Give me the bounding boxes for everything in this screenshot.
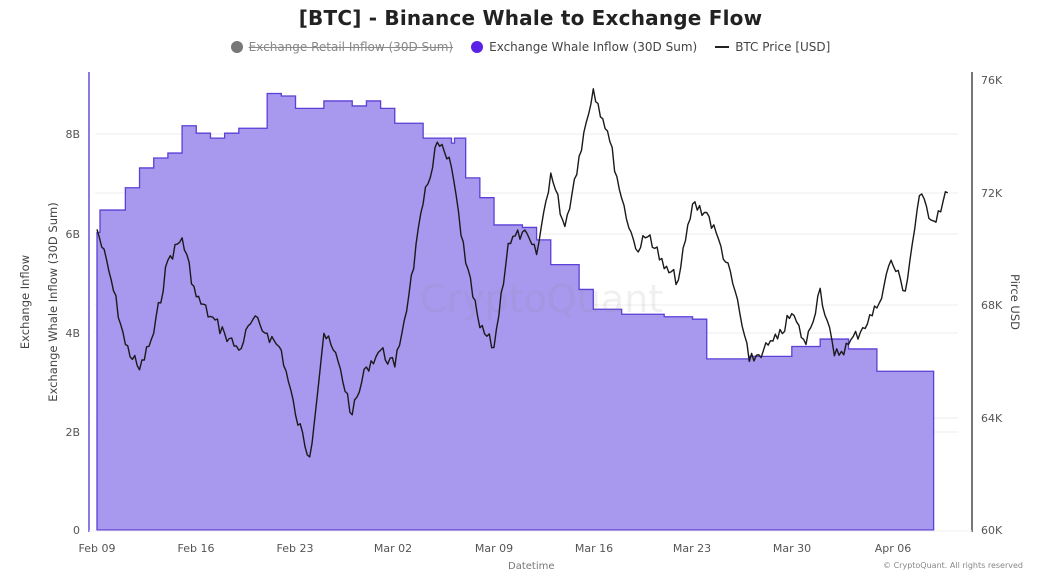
left-tick: 4B xyxy=(65,327,80,340)
x-tick: Feb 09 xyxy=(79,542,116,555)
watermark: CryptoQuant xyxy=(420,277,663,321)
x-tick: Mar 02 xyxy=(374,542,412,555)
left-tick: 6B xyxy=(65,228,80,241)
right-tick: 64K xyxy=(981,412,1003,425)
right-tick: 60K xyxy=(981,524,1003,537)
legend: Exchange Retail Inflow (30D Sum) Exchang… xyxy=(0,40,1061,54)
legend-item-whale-inflow[interactable]: Exchange Whale Inflow (30D Sum) xyxy=(471,40,697,54)
btc-price-line xyxy=(96,88,949,458)
chart-title: [BTC] - Binance Whale to Exchange Flow xyxy=(298,6,763,30)
x-tick: Feb 16 xyxy=(178,542,215,555)
legend-label: Exchange Retail Inflow (30D Sum) xyxy=(248,40,454,54)
x-axis-ticks: Feb 09 Feb 16 Feb 23 Mar 02 Mar 09 Mar 1… xyxy=(79,542,912,555)
x-tick: Mar 16 xyxy=(575,542,613,555)
right-axis-ticks: 60K 64K 68K 72K 76K xyxy=(981,74,1003,537)
legend-label: Exchange Whale Inflow (30D Sum) xyxy=(489,40,698,54)
legend-line-icon xyxy=(715,46,730,48)
left-axis-ticks: 0 2B 4B 6B 8B xyxy=(65,128,80,537)
legend-label: BTC Price [USD] xyxy=(735,40,831,54)
left-axis-title-outer: Exchange Inflow xyxy=(18,255,32,349)
right-tick: 72K xyxy=(981,187,1003,200)
left-tick: 2B xyxy=(65,426,80,439)
legend-item-retail-inflow[interactable]: Exchange Retail Inflow (30D Sum) xyxy=(230,40,454,54)
x-tick: Mar 30 xyxy=(773,542,811,555)
x-axis-title: Datetime xyxy=(508,561,555,572)
legend-dot-icon xyxy=(230,41,243,53)
copyright-footer: © CryptoQuant. All rights reserved xyxy=(883,561,1023,570)
left-axis-title-inner: Exchange Whale Inflow (30D Sum) xyxy=(46,202,60,401)
right-tick: 76K xyxy=(981,74,1003,87)
right-tick: 68K xyxy=(981,299,1003,312)
left-tick: 0 xyxy=(73,524,80,537)
btc-price-path xyxy=(96,88,949,458)
x-tick: Mar 23 xyxy=(673,542,711,555)
x-tick: Apr 06 xyxy=(875,542,912,555)
x-tick: Feb 23 xyxy=(277,542,314,555)
x-tick: Mar 09 xyxy=(475,542,513,555)
right-axis-title: Pirce USD xyxy=(1008,274,1022,330)
left-tick: 8B xyxy=(65,128,80,141)
legend-item-btc-price[interactable]: BTC Price [USD] xyxy=(715,40,830,54)
legend-dot-icon xyxy=(471,41,484,53)
